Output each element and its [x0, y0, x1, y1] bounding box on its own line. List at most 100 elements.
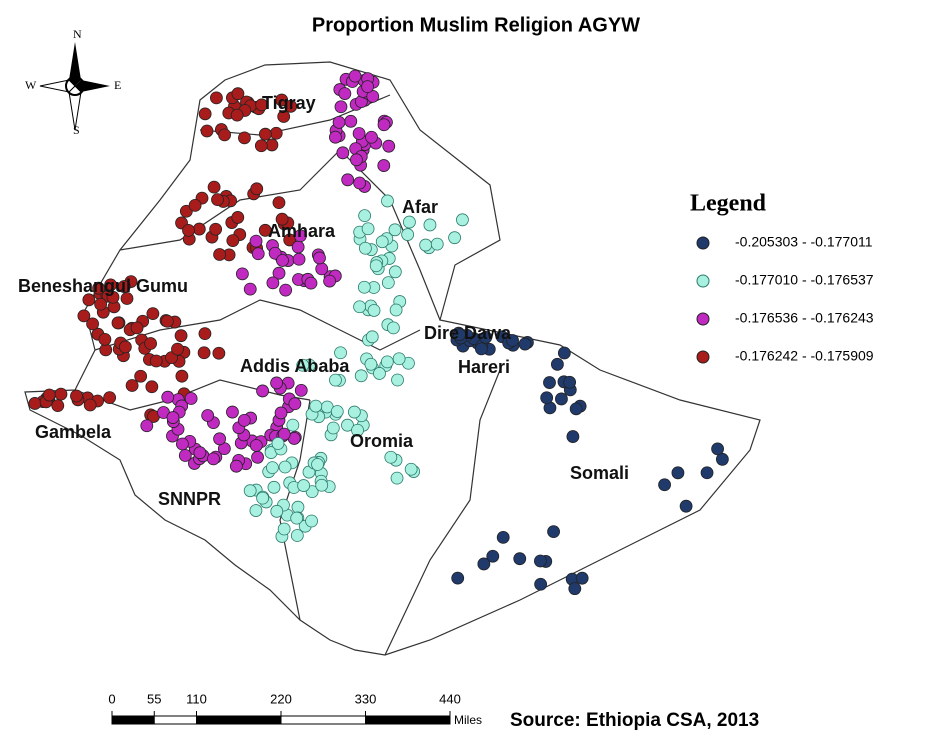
cluster-dot	[403, 215, 416, 229]
cluster-dot	[86, 317, 99, 331]
cluster-dot	[361, 80, 375, 94]
cluster-dot	[212, 346, 226, 360]
cluster-dot	[474, 342, 488, 356]
cluster-dot	[249, 234, 263, 248]
cluster-dot	[288, 397, 302, 411]
compass-e: E	[114, 78, 121, 92]
cluster-dot	[179, 204, 193, 218]
cluster-dot	[94, 297, 108, 311]
cluster-dot	[231, 211, 245, 224]
cluster-dot	[230, 108, 244, 122]
cluster-dot	[367, 304, 381, 317]
cluster-dot	[192, 222, 206, 236]
cluster-dot	[249, 504, 263, 517]
cluster-dot	[390, 471, 404, 485]
cluster-dot	[291, 500, 305, 514]
cluster-dot	[251, 247, 265, 261]
scale-segment	[111, 715, 155, 725]
cluster-dot	[279, 283, 293, 297]
cluster-dot	[353, 176, 367, 190]
cluster-dot	[364, 357, 378, 371]
scale-segment	[280, 715, 366, 725]
cluster-dot	[518, 337, 532, 351]
cluster-dot	[184, 392, 198, 405]
region-labels: Tigray Amhara Afar Beneshangul Gumu Addi…	[18, 93, 629, 509]
scale-label: 220	[270, 691, 292, 706]
region-label: Addis Ababa	[240, 356, 350, 376]
cluster-dot	[700, 466, 714, 480]
cluster-dot	[357, 280, 371, 294]
cluster-dot	[540, 391, 554, 405]
cluster-dot	[377, 159, 391, 172]
cluster-dot	[326, 421, 340, 435]
cluster-dot	[193, 446, 207, 460]
region-label: SNNPR	[158, 489, 221, 509]
cluster-dot	[334, 100, 348, 114]
cluster-dot	[270, 504, 284, 518]
cluster-dot	[256, 384, 269, 398]
cluster-dot	[404, 462, 418, 476]
cluster-dot	[178, 449, 192, 462]
cluster-dot	[358, 209, 372, 223]
cluster-dot	[270, 376, 283, 390]
legend: -0.205303 - -0.177011 -0.177010 - -0.1765…	[696, 234, 874, 364]
cluster-dot	[315, 478, 329, 492]
cluster-dot	[276, 254, 289, 267]
cluster-dot	[336, 146, 350, 160]
cluster-dot	[353, 300, 366, 314]
cluster-dot	[380, 355, 394, 369]
cluster-dot	[235, 267, 249, 281]
region-label: Beneshangul Gumu	[18, 276, 188, 296]
cluster-dot	[284, 99, 298, 113]
cluster-dot	[575, 571, 589, 585]
cluster-dot	[313, 251, 326, 265]
legend-swatch	[696, 236, 710, 250]
cluster-dot	[297, 479, 311, 492]
cluster-dot	[563, 375, 577, 389]
cluster-dot	[144, 337, 157, 350]
cluster-dot	[369, 259, 383, 273]
cluster-dot	[323, 274, 337, 288]
cluster-dot	[106, 290, 120, 304]
cluster-dot	[277, 110, 291, 123]
cluster-dot	[401, 228, 415, 241]
region-label: Hareri	[458, 357, 510, 377]
cluster-dot	[671, 466, 685, 480]
cluster-dot	[361, 222, 375, 236]
cluster-dot	[77, 309, 91, 323]
cluster-dot	[341, 173, 355, 187]
region-label: Amhara	[268, 221, 336, 241]
cluster-dot	[211, 193, 224, 207]
cluster-dot	[365, 130, 378, 144]
cluster-dot	[329, 373, 342, 387]
cluster-dot	[332, 115, 346, 129]
cluster-dot	[365, 330, 379, 344]
cluster-dot	[254, 139, 268, 153]
cluster-dot	[290, 511, 304, 525]
cluster-dot	[338, 87, 352, 100]
cluster-dot	[568, 582, 582, 596]
cluster-dot	[256, 491, 270, 505]
compass: N S E W	[25, 27, 121, 137]
cluster-dot	[348, 69, 362, 83]
cluster-dot	[293, 229, 307, 243]
scale-bar: 0 55 110 220 330 440 Miles	[108, 691, 482, 727]
cluster-dot	[358, 241, 372, 255]
legend-label: -0.177010 - -0.176537	[735, 272, 874, 288]
cluster-dot	[377, 118, 391, 132]
cluster-dot	[140, 419, 154, 433]
cluster-dot	[388, 265, 402, 279]
cluster-dot	[354, 369, 368, 383]
cluster-dot	[569, 402, 583, 416]
cluster-dot	[207, 452, 220, 466]
cluster-dot	[213, 432, 226, 446]
cluster-dot	[271, 437, 285, 450]
cluster-dot	[381, 276, 395, 290]
legend-title: Legend	[690, 191, 767, 217]
cluster-dot	[117, 280, 131, 293]
map-title: Proportion Muslim Religion AGYW	[312, 14, 640, 36]
cluster-dot	[451, 571, 465, 585]
cluster-dot	[290, 529, 304, 542]
cluster-dot	[255, 98, 269, 112]
cluster-dot	[266, 461, 279, 475]
